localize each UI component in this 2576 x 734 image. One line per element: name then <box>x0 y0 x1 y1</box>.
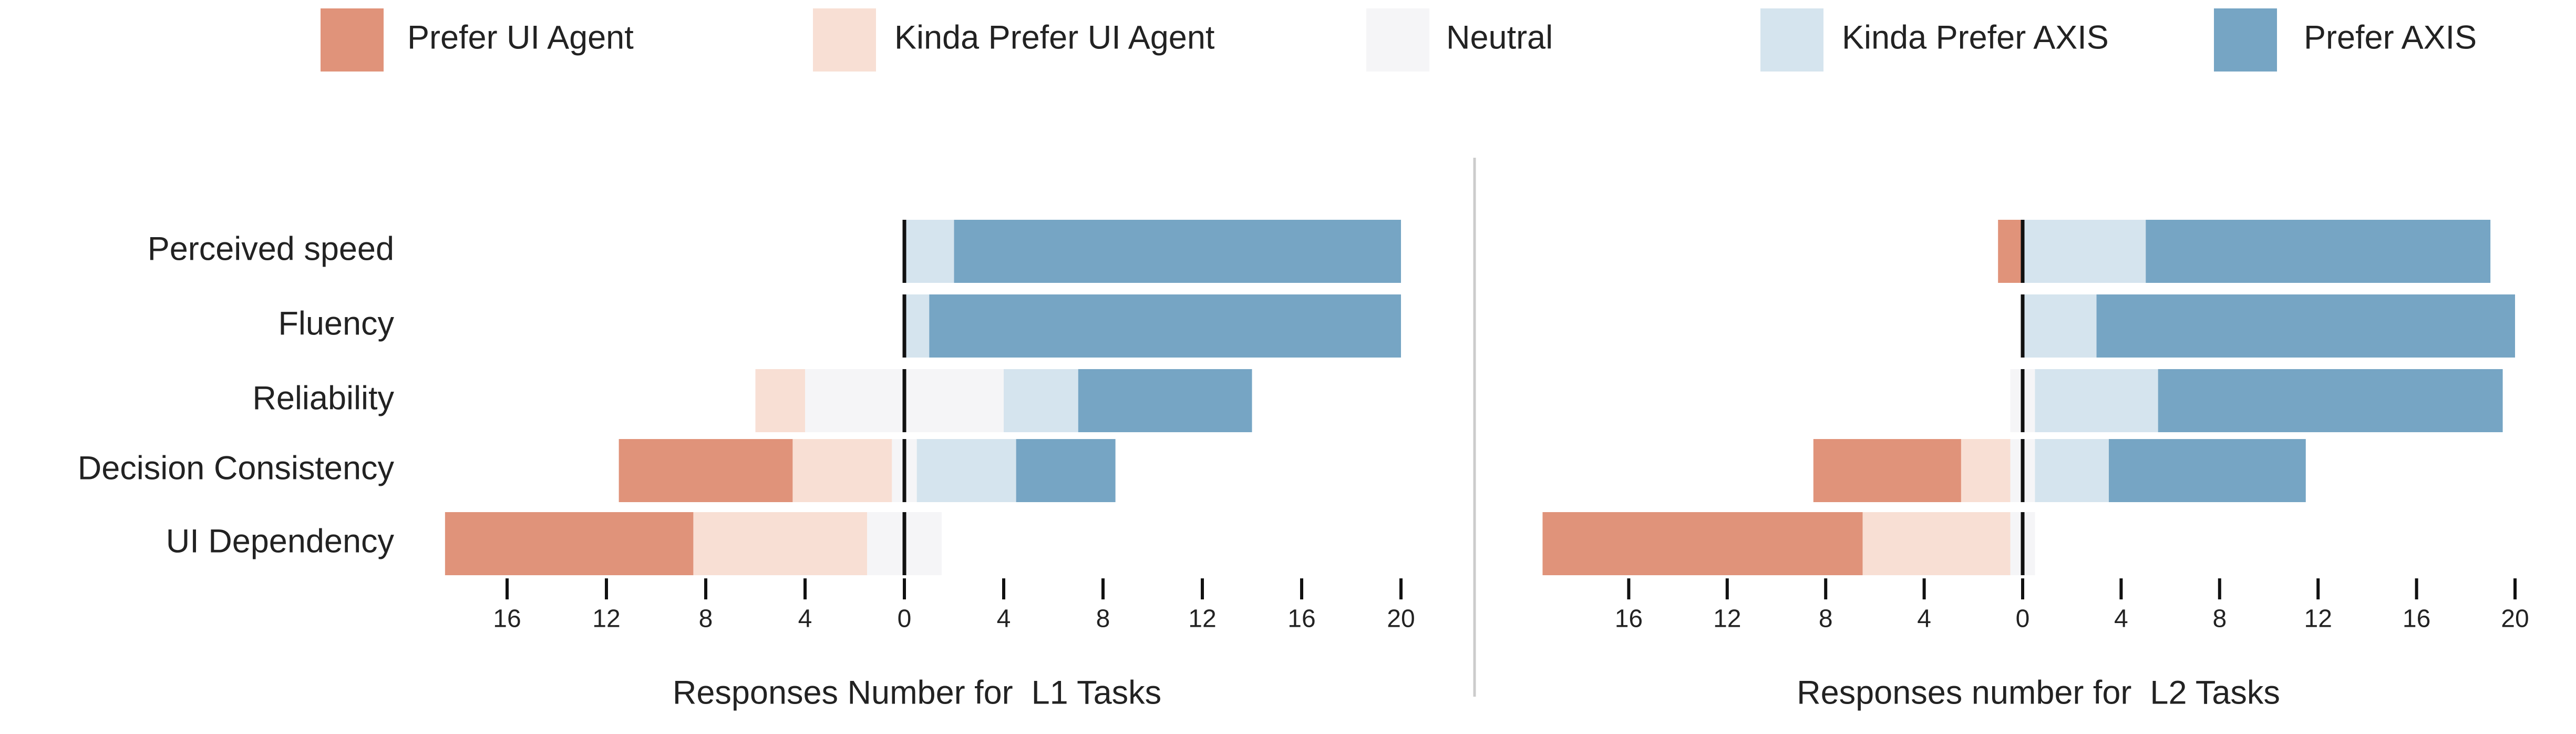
bar-segment <box>1016 439 1116 502</box>
bar-segment <box>1004 369 1078 432</box>
x-tick-label: 8 <box>2212 605 2227 633</box>
x-tick-label: 0 <box>2016 605 2030 633</box>
x-tick-label: 12 <box>592 605 620 633</box>
bar-segment <box>445 512 694 575</box>
x-tick-label: 4 <box>1917 605 1931 633</box>
bar-segment <box>1961 439 2011 502</box>
x-tick-label: 4 <box>997 605 1011 633</box>
legend-swatch <box>1366 8 1429 72</box>
x-tick-label: 8 <box>1819 605 1833 633</box>
category-label: Fluency <box>278 305 394 342</box>
category-label: UI Dependency <box>166 523 395 560</box>
x-tick-label: 12 <box>1188 605 1216 633</box>
bar-segment <box>1542 512 1863 575</box>
bar-segment <box>792 439 892 502</box>
bar-segment <box>2023 294 2097 358</box>
x-tick-label: 16 <box>1615 605 1643 633</box>
bar-segment <box>904 294 930 358</box>
bar-segment <box>2108 439 2306 502</box>
bar-segment <box>929 294 1401 358</box>
bar-segment <box>693 512 868 575</box>
legend-swatch <box>1760 8 1823 72</box>
category-label: Perceived speed <box>148 231 394 268</box>
x-tick-label: 0 <box>898 605 912 633</box>
bar-segment <box>1078 369 1252 432</box>
bar-segment <box>916 439 1016 502</box>
x-tick-label: 20 <box>2501 605 2529 633</box>
bar-segment <box>619 439 793 502</box>
bar-segment <box>1998 220 2023 283</box>
category-label: Decision Consistency <box>78 450 395 487</box>
x-tick-label: 12 <box>2304 605 2332 633</box>
bar-segment <box>904 220 954 283</box>
bar-segment <box>2096 294 2515 358</box>
bar-segment <box>2035 369 2158 432</box>
legend-label: Prefer UI Agent <box>407 19 634 56</box>
x-tick-label: 8 <box>1096 605 1110 633</box>
legend-swatch <box>2214 8 2277 72</box>
legend-swatch <box>813 8 876 72</box>
x-tick-label: 16 <box>2403 605 2430 633</box>
bar-segment <box>2158 369 2503 432</box>
x-tick-label: 16 <box>1287 605 1315 633</box>
category-label: Reliability <box>252 380 394 417</box>
x-tick-label: 16 <box>493 605 521 633</box>
x-tick-label: 20 <box>1387 605 1415 633</box>
x-tick-label: 8 <box>699 605 713 633</box>
x-axis-title: Responses Number for L1 Tasks <box>673 675 1161 711</box>
x-tick-label: 4 <box>798 605 812 633</box>
legend-label: Kinda Prefer UI Agent <box>894 19 1215 56</box>
legend-label: Prefer AXIS <box>2304 19 2477 56</box>
bar-segment <box>1862 512 2011 575</box>
legend-swatch <box>321 8 384 72</box>
x-tick-label: 12 <box>1713 605 1741 633</box>
bar-segment <box>1813 439 1961 502</box>
bar-segment <box>2023 220 2146 283</box>
x-axis-title: Responses number for L2 Tasks <box>1797 675 2280 711</box>
legend-label: Kinda Prefer AXIS <box>1842 19 2109 56</box>
bar-segment <box>755 369 805 432</box>
bar-segment <box>954 220 1401 283</box>
legend-label: Neutral <box>1446 19 1553 56</box>
bar-segment <box>2146 220 2491 283</box>
x-tick-label: 4 <box>2114 605 2128 633</box>
bar-segment <box>2035 439 2109 502</box>
